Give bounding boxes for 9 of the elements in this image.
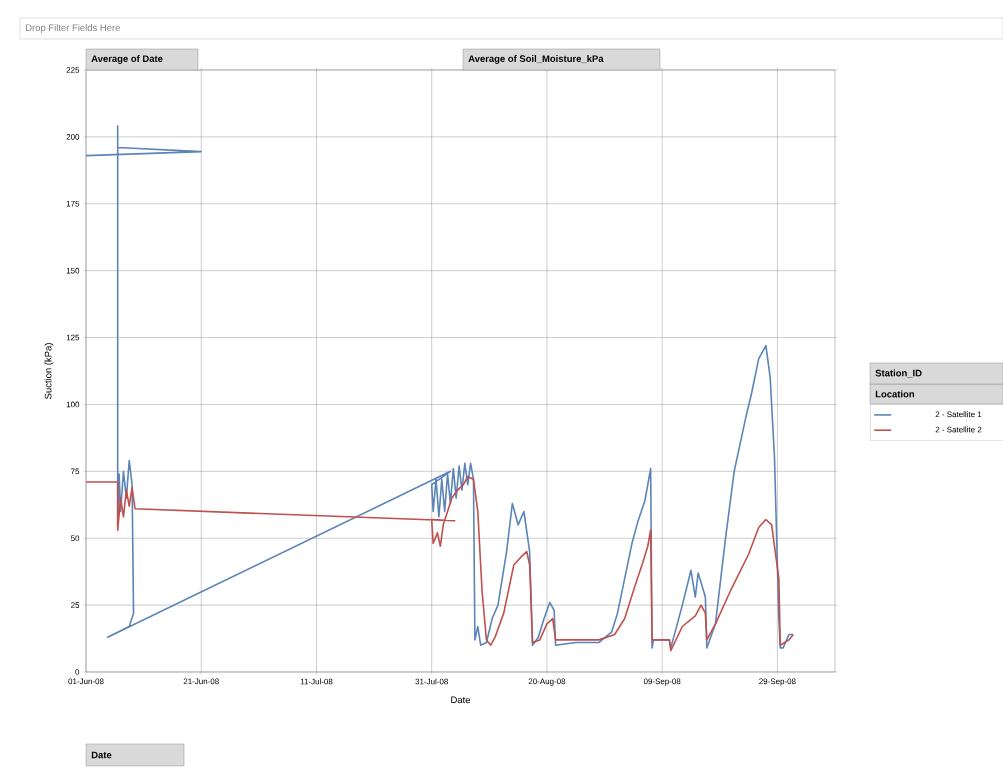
x-axis-title: Date	[451, 696, 471, 704]
text: Average of Soil_Moisture_kPa	[468, 55, 604, 64]
text: Drop Filter Fields Here	[25, 24, 120, 33]
text: Average of Date	[91, 55, 163, 64]
legend-title: Station_ID	[875, 369, 922, 378]
text: Date	[91, 751, 112, 759]
line-series	[86, 125, 795, 649]
y-axis-title: Suction (kPa)	[44, 343, 54, 399]
text: Location	[875, 390, 915, 398]
